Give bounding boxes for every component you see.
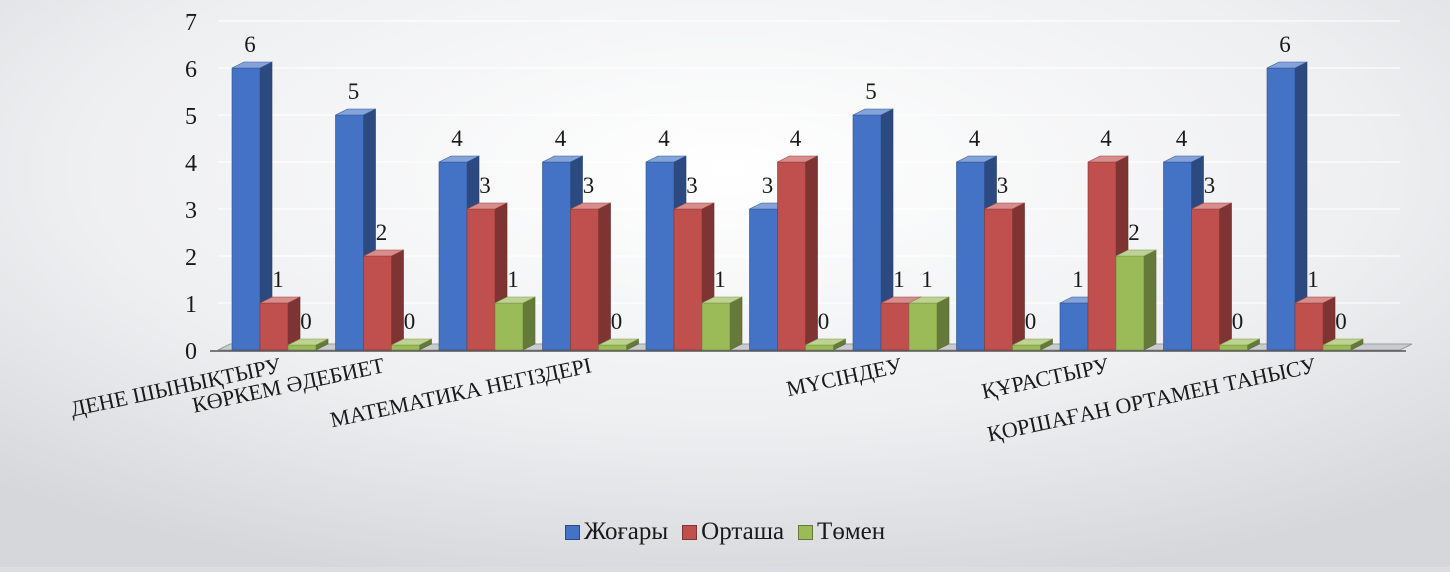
bar-2-7	[1012, 338, 1053, 351]
data-label: 1	[921, 267, 933, 292]
data-label: 0	[1335, 309, 1347, 334]
y-tick-label: 1	[185, 292, 197, 318]
data-label: 3	[479, 173, 491, 198]
y-tick-label: 3	[185, 198, 197, 224]
bar-1-9	[1191, 202, 1232, 351]
y-tick-label: 5	[185, 104, 197, 130]
data-label: 4	[969, 126, 981, 151]
data-label: 3	[997, 173, 1009, 198]
data-label: 1	[507, 267, 519, 292]
data-label: 4	[1100, 126, 1112, 151]
legend-item-medium: Орташа	[682, 518, 784, 546]
data-label: 1	[272, 267, 284, 292]
data-label: 3	[686, 173, 698, 198]
legend-swatch-high	[564, 524, 580, 540]
y-tick-label: 4	[185, 151, 197, 177]
bar-1-10	[1294, 296, 1336, 351]
data-label: 2	[1128, 220, 1140, 245]
data-label: 0	[404, 309, 416, 334]
legend-label-medium: Орташа	[701, 518, 785, 545]
bar-2-3	[598, 338, 639, 351]
data-label: 6	[1279, 32, 1291, 57]
bar-1-0	[259, 296, 301, 351]
y-tick-label: 2	[185, 245, 197, 271]
legend-swatch-low	[798, 524, 814, 540]
bar-2-2	[494, 296, 536, 351]
data-label: 1	[714, 267, 726, 292]
bar-2-10	[1322, 338, 1364, 351]
data-label: 3	[762, 173, 774, 198]
bar-1-5	[777, 155, 818, 351]
data-label: 1	[893, 267, 905, 292]
data-label: 2	[376, 220, 388, 245]
data-label: 0	[1025, 309, 1037, 334]
bar-0-6	[852, 108, 894, 351]
bar-2-9	[1219, 338, 1260, 351]
data-label: 3	[583, 173, 595, 198]
bar-0-0	[231, 61, 273, 351]
data-label: 0	[300, 309, 312, 334]
bar-2-6	[908, 296, 950, 351]
bar-2-5	[805, 338, 846, 351]
legend-item-low: Төмен	[798, 518, 885, 546]
bar-2-4	[701, 296, 743, 351]
data-label: 4	[451, 126, 463, 151]
data-label: 4	[790, 126, 802, 151]
data-label: 0	[818, 309, 830, 334]
data-label: 0	[1232, 309, 1244, 334]
legend-item-high: Жоғары	[564, 518, 669, 546]
legend-label-high: Жоғары	[583, 518, 669, 545]
data-label: 1	[1072, 267, 1084, 292]
bar-2-8	[1115, 249, 1157, 351]
bar-0-10	[1266, 61, 1308, 351]
legend: Жоғары Орташа Төмен	[0, 518, 1450, 546]
data-label: 4	[555, 126, 567, 151]
data-label: 3	[1204, 173, 1216, 198]
data-label: 1	[1307, 267, 1319, 292]
bar-2-1	[391, 338, 432, 351]
bar-2-0	[287, 338, 329, 351]
data-label: 5	[865, 79, 877, 104]
data-label: 6	[244, 32, 256, 57]
legend-swatch-medium	[682, 524, 698, 540]
y-tick-label: 6	[185, 57, 197, 83]
bar-1-7	[984, 202, 1025, 351]
legend-label-low: Төмен	[817, 518, 886, 545]
bar-1-3	[570, 202, 611, 351]
bar-1-1	[363, 249, 404, 351]
y-tick-label: 0	[185, 339, 197, 365]
data-label: 5	[348, 79, 360, 104]
data-label: 4	[1176, 126, 1188, 151]
y-tick-label: 7	[185, 10, 197, 36]
data-label: 4	[658, 126, 670, 151]
data-label: 0	[611, 309, 623, 334]
